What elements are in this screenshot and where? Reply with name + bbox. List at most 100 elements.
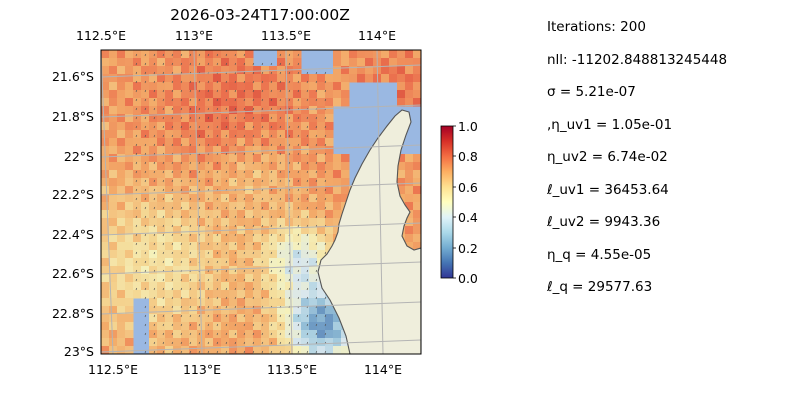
heatmap-cell <box>245 218 254 227</box>
current-arrow <box>252 143 255 147</box>
heatmap-cell <box>189 234 198 243</box>
heatmap-cell <box>333 90 342 99</box>
heatmap-cell <box>205 322 214 331</box>
heatmap-cell <box>181 330 190 339</box>
heatmap-cell <box>293 74 302 83</box>
heatmap-cell <box>141 234 150 243</box>
heatmap-cell <box>165 274 174 283</box>
current-arrow <box>297 260 300 264</box>
current-arrow <box>270 62 273 66</box>
heatmap-cell <box>221 138 230 147</box>
heatmap-cell <box>221 290 230 299</box>
current-arrow <box>198 197 201 201</box>
current-arrow <box>189 296 192 300</box>
heatmap-cell <box>181 274 190 283</box>
heatmap-cell <box>117 274 126 283</box>
heatmap-cell <box>213 210 222 219</box>
heatmap-cell <box>269 250 278 259</box>
current-arrow <box>270 233 273 237</box>
heatmap-cell <box>197 242 206 251</box>
heatmap-cell <box>277 330 286 339</box>
heatmap-cell <box>333 194 342 203</box>
current-arrow <box>270 125 273 129</box>
heatmap-cell <box>245 290 254 299</box>
current-arrow <box>153 179 156 183</box>
current-arrow <box>234 224 237 228</box>
heatmap-cell <box>269 298 278 307</box>
heatmap-cell <box>309 122 318 131</box>
heatmap-cell <box>149 266 158 275</box>
heatmap-cell <box>197 50 206 59</box>
heatmap-cell <box>101 338 110 347</box>
current-arrow <box>306 260 309 264</box>
heatmap-cell <box>397 170 406 179</box>
current-arrow <box>207 170 210 174</box>
current-arrow <box>207 98 210 102</box>
heatmap-cell <box>221 170 230 179</box>
heatmap-cell <box>277 130 286 139</box>
heatmap-cell <box>181 98 190 107</box>
current-arrow <box>306 71 309 75</box>
heatmap-cell <box>117 178 126 187</box>
x-tick-bottom-label: 114°E <box>364 362 402 377</box>
heatmap-cell <box>357 74 366 83</box>
heatmap-cell <box>189 210 198 219</box>
heatmap-cell <box>125 122 134 131</box>
heatmap-cell <box>197 258 206 267</box>
heatmap-cell <box>189 138 198 147</box>
heatmap-cell <box>277 186 286 195</box>
current-arrow <box>234 62 237 66</box>
heatmap-cell <box>253 218 262 227</box>
heatmap-cell <box>205 58 214 67</box>
current-arrow <box>162 278 165 282</box>
heatmap-cell <box>197 114 206 123</box>
heatmap-cell <box>333 314 342 323</box>
heatmap-cell <box>269 210 278 219</box>
heatmap-cell <box>189 114 198 123</box>
current-arrow <box>279 188 282 192</box>
current-arrow <box>189 116 192 120</box>
heatmap-cell <box>325 114 334 123</box>
heatmap-cell <box>229 106 238 115</box>
heatmap-cell <box>157 330 166 339</box>
heatmap-cell <box>157 130 166 139</box>
current-arrow <box>144 89 147 93</box>
meridian-line <box>285 50 293 354</box>
heatmap-cell <box>165 122 174 131</box>
heatmap-cell <box>229 330 238 339</box>
heatmap-cell <box>197 122 206 131</box>
current-arrow <box>261 278 264 282</box>
meridian-line <box>101 50 114 354</box>
current-arrow <box>297 215 300 219</box>
heatmap-cell <box>189 250 198 259</box>
heatmap-cell <box>309 162 318 171</box>
current-arrow <box>252 332 255 336</box>
current-arrow <box>216 215 219 219</box>
heatmap-cell <box>173 234 182 243</box>
heatmap-cell <box>293 122 302 131</box>
heatmap-cell <box>277 242 286 251</box>
heatmap-cell <box>237 82 246 91</box>
heatmap-cell <box>165 234 174 243</box>
current-arrow <box>297 71 300 75</box>
heatmap-cell <box>277 58 286 67</box>
heatmap-cell <box>301 74 310 83</box>
heatmap-cell <box>277 74 286 83</box>
heatmap-cell <box>205 210 214 219</box>
current-arrow <box>324 179 327 183</box>
current-arrow <box>198 89 201 93</box>
heatmap-cell <box>101 250 110 259</box>
current-arrow <box>225 215 228 219</box>
heatmap-cell <box>269 266 278 275</box>
heatmap-cell <box>325 162 334 171</box>
current-arrow <box>207 305 210 309</box>
current-arrow <box>315 170 318 174</box>
heatmap-cell <box>277 178 286 187</box>
current-arrow <box>144 143 147 147</box>
heatmap-cell <box>333 98 342 107</box>
heatmap-cell <box>157 162 166 171</box>
current-arrow <box>216 206 219 210</box>
heatmap-cell <box>245 202 254 211</box>
heatmap-cell <box>309 218 318 227</box>
current-arrow <box>144 296 147 300</box>
